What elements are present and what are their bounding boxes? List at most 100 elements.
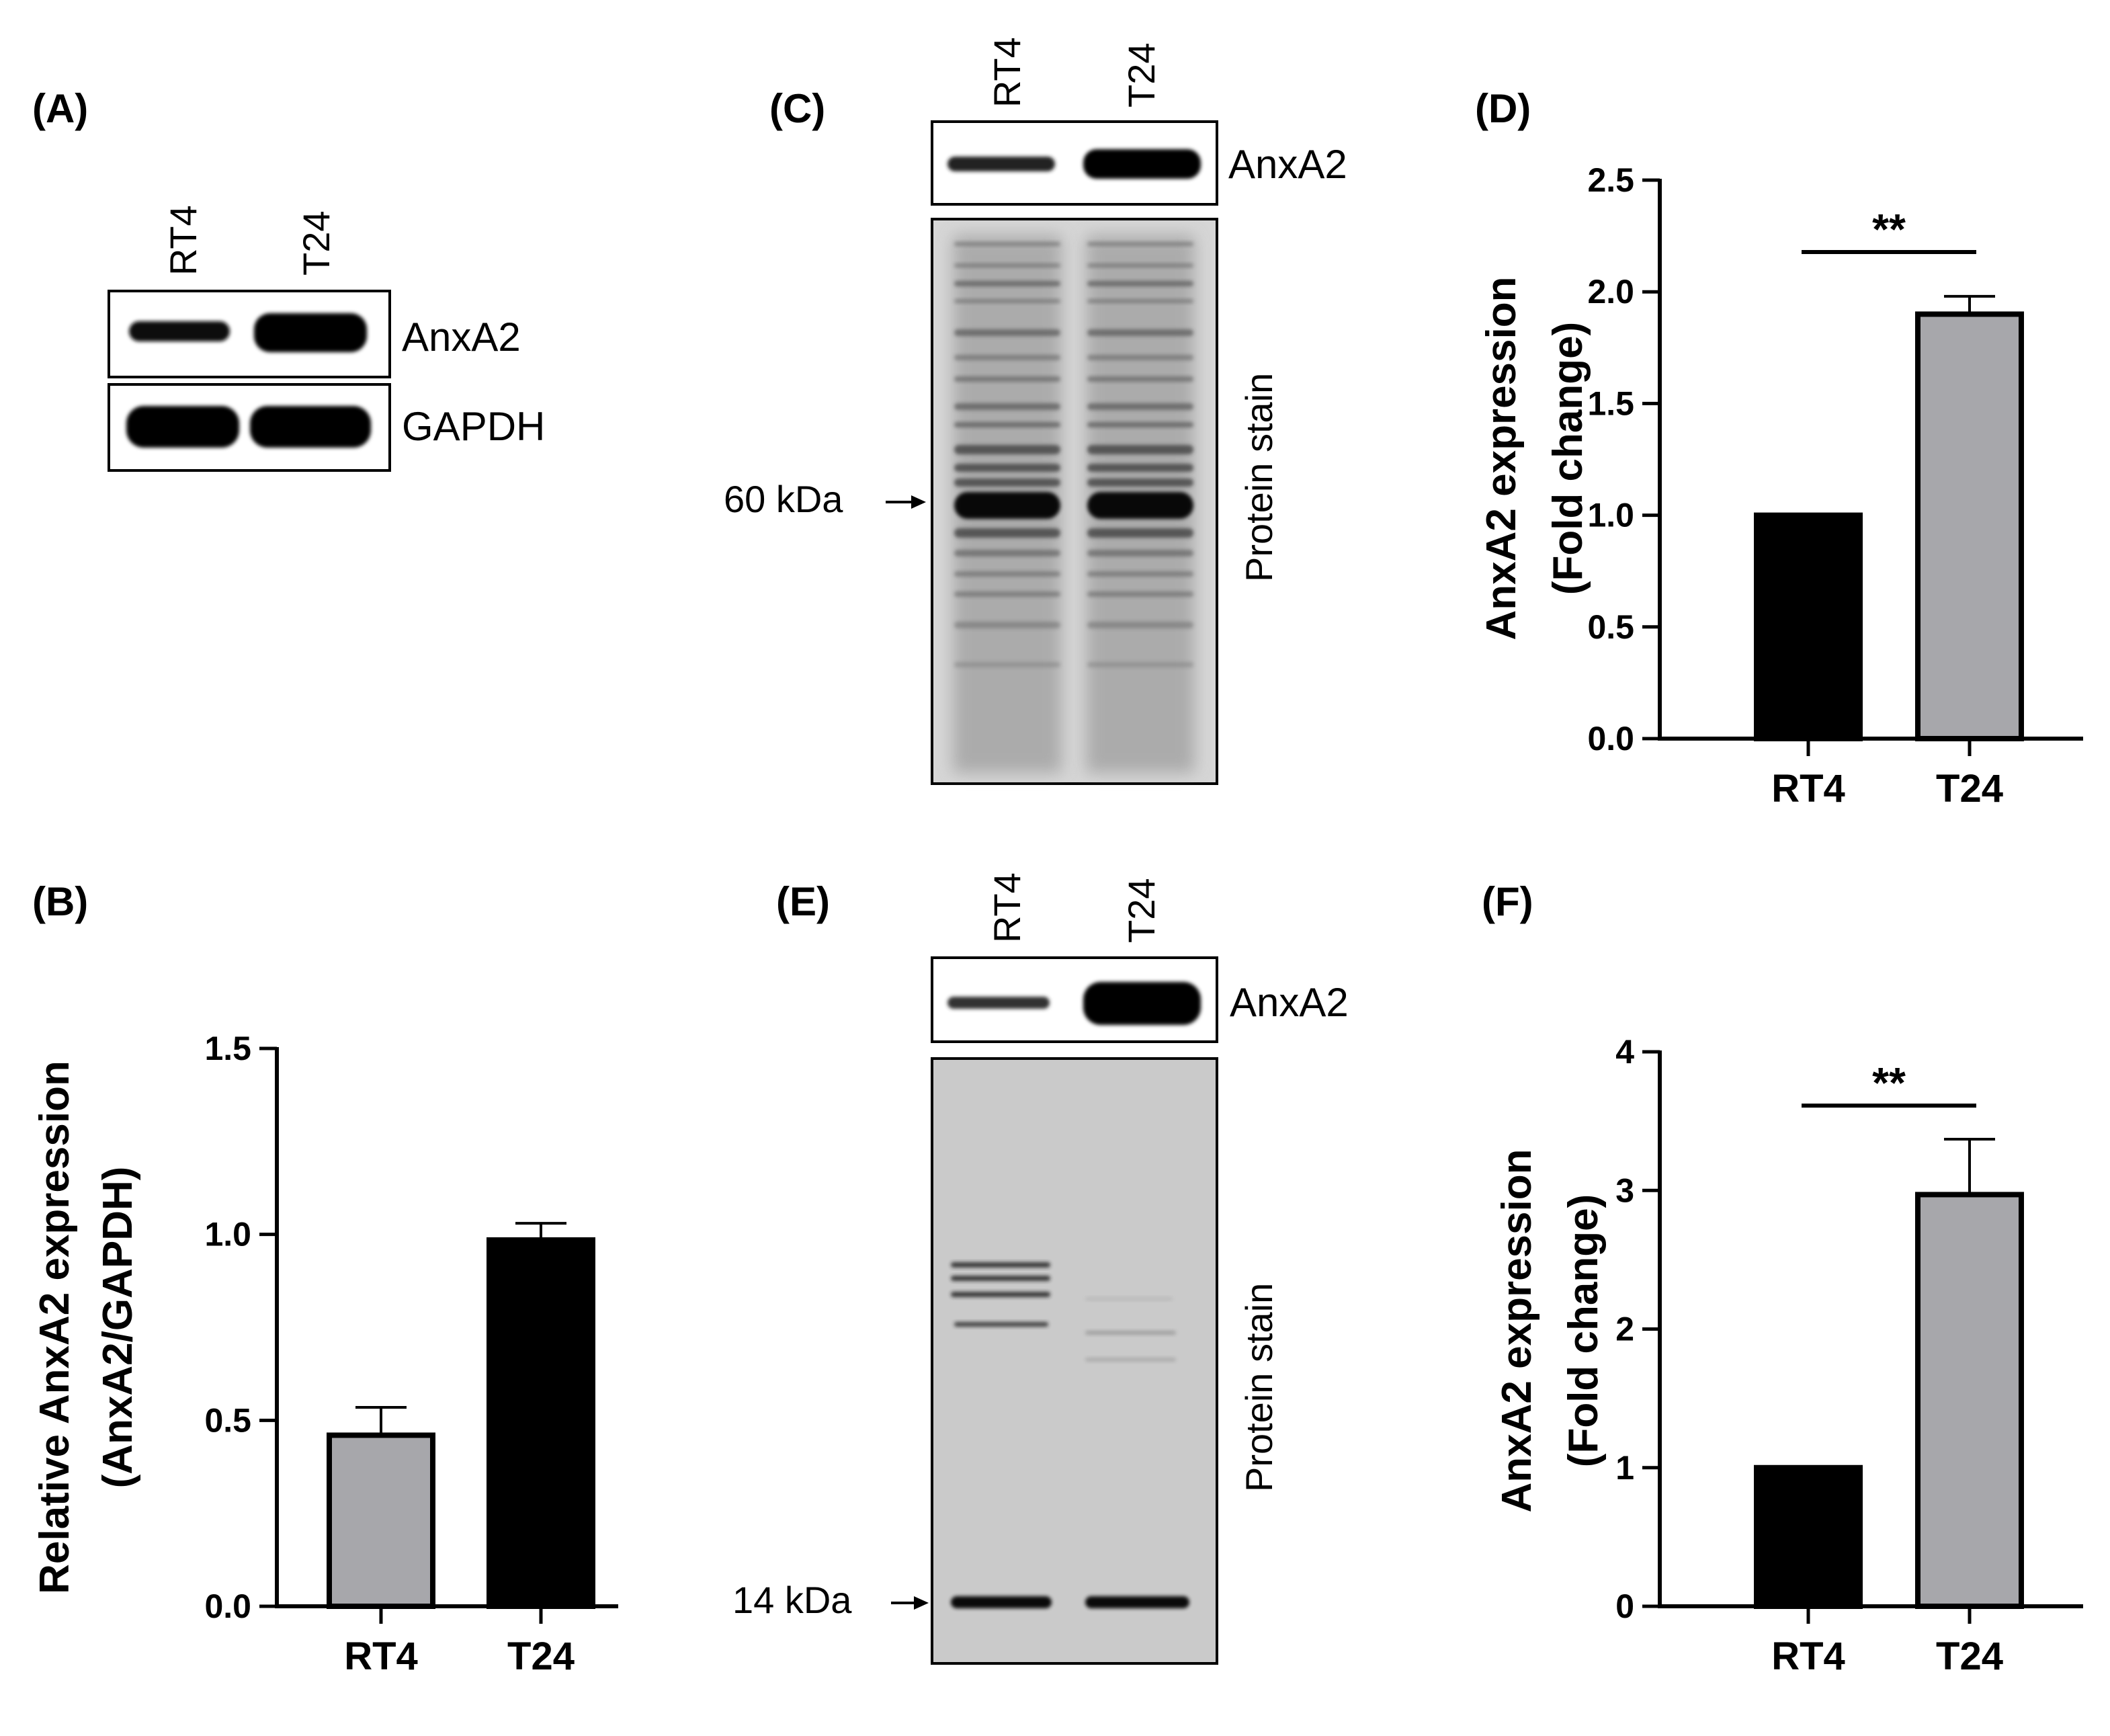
y-tick-label: 2 [1615, 1311, 1634, 1348]
stain-band [954, 1322, 1048, 1327]
stain-band [954, 263, 1060, 267]
stain-band [951, 1262, 1050, 1268]
bar-rt4 [1754, 512, 1863, 741]
panel-letter-c: (C) [769, 86, 825, 131]
anxa2-band-t24 [1083, 149, 1201, 179]
stain-band [951, 1596, 1052, 1608]
bar-rt4 [1754, 1464, 1863, 1609]
stain-band [951, 1292, 1050, 1297]
y-tick-label: 2.0 [1587, 273, 1634, 311]
panel-c-blot-and-stain: RT4 T24 AnxA2 Protein stain 60 kDa [724, 37, 1347, 785]
stain-band [1087, 571, 1193, 577]
stain-bands [954, 242, 1193, 667]
stain-band [954, 571, 1060, 577]
marker-label-14kda: 14 kDa [732, 1579, 852, 1621]
marker-label-60kda: 60 kDa [724, 478, 843, 520]
marker-arrow [886, 495, 926, 509]
anxa2-band-t24 [254, 313, 367, 352]
blot-label-gapdh: GAPDH [402, 404, 545, 449]
lane-label-t24: T24 [295, 211, 337, 276]
chart-b-relative-expression: 0.0 0.5 1.0 1.5 RT4 T24 Relative AnxA2 express… [32, 1030, 618, 1678]
significance-label: ** [1872, 1059, 1906, 1107]
panel-letter-e: (E) [776, 879, 830, 924]
stain-band [954, 329, 1060, 336]
stain-band [1087, 550, 1193, 556]
stain-band [1087, 528, 1193, 538]
panel-letter-a: (A) [32, 86, 88, 131]
x-tick-label: T24 [507, 1635, 575, 1678]
lane-label-t24: T24 [1120, 43, 1163, 108]
stain-band [1087, 281, 1193, 286]
stain-band [1087, 591, 1193, 597]
y-axis-title: AnxA2 expression [1494, 1149, 1540, 1513]
panel-letter-b: (B) [32, 879, 88, 924]
stain-band [1087, 263, 1193, 267]
stain-band [1087, 355, 1193, 360]
stain-band [1087, 622, 1193, 628]
y-axis-title: Relative AnxA2 expression [32, 1061, 78, 1594]
y-tick-label: 2.5 [1587, 161, 1634, 199]
protein-stain-label: Protein stain [1238, 1283, 1280, 1492]
blot-label-anxa2: AnxA2 [1230, 980, 1349, 1025]
stain-band [1087, 242, 1193, 246]
y-tick-label: 0.5 [204, 1401, 251, 1439]
stain-band [954, 662, 1060, 667]
lane-label-rt4: RT4 [986, 872, 1028, 943]
y-tick-label: 0.0 [204, 1587, 251, 1625]
bar-rt4 [327, 1432, 435, 1609]
stain-band [1087, 299, 1193, 303]
marker-arrow [891, 1596, 929, 1610]
stain-band [954, 479, 1060, 487]
stain-band [951, 1276, 1050, 1281]
lane-label-rt4: RT4 [162, 205, 204, 276]
stain-band [954, 422, 1060, 427]
stain-band [1085, 1358, 1176, 1362]
panel-a-western-blot: RT4 T24 AnxA2 GAPDH [108, 205, 545, 472]
anxa2-band-rt4 [947, 157, 1055, 171]
stain-band [954, 492, 1060, 519]
stain-band [954, 281, 1060, 286]
panel-letter-d: (D) [1475, 86, 1531, 131]
gapdh-band-t24 [250, 406, 371, 448]
y-tick-label: 4 [1615, 1033, 1634, 1071]
x-tick-label: T24 [1936, 767, 2003, 811]
stain-bands [951, 1262, 1189, 1608]
y-tick-label: 0.5 [1587, 608, 1634, 646]
chart-f-fold-change: 0 1 2 3 4 RT4 T24 AnxA2 expression (Fold change)… [1494, 1033, 2083, 1678]
stain-band [1087, 376, 1193, 382]
stain-band [954, 355, 1060, 360]
panel-e-blot-and-stain: RT4 T24 AnxA2 Protein stain 14 kDa [732, 872, 1349, 1665]
y-axis-title: (Fold change) [1560, 1194, 1607, 1467]
gapdh-band-rt4 [126, 406, 239, 448]
stain-band [954, 622, 1060, 628]
stain-band [1087, 445, 1193, 454]
stain-band [1087, 464, 1193, 472]
anxa2-band-t24 [1083, 982, 1201, 1025]
y-tick-label: 1.0 [1587, 497, 1634, 534]
y-axis-title: (AnxA2/GAPDH) [95, 1167, 141, 1489]
x-tick-label: RT4 [1771, 1635, 1845, 1678]
y-tick-label: 1 [1615, 1449, 1634, 1487]
stain-band [954, 403, 1060, 410]
stain-band [954, 445, 1060, 454]
significance-label: ** [1872, 205, 1906, 253]
x-tick-label: RT4 [344, 1635, 418, 1678]
stain-band [954, 242, 1060, 246]
y-tick-label: 0 [1615, 1587, 1634, 1625]
lane-label-t24: T24 [1120, 878, 1163, 944]
stain-band [1085, 1331, 1176, 1335]
stain-band [1087, 422, 1193, 427]
lane-label-rt4: RT4 [986, 37, 1028, 108]
y-axis-title: (Fold change) [1545, 322, 1591, 595]
y-tick-label: 1.0 [204, 1216, 251, 1253]
bar-t24 [1915, 1192, 2024, 1609]
blot-label-anxa2: AnxA2 [402, 315, 521, 360]
stain-band [954, 376, 1060, 382]
stain-band [954, 299, 1060, 303]
x-tick-label: RT4 [1771, 767, 1845, 811]
y-tick-label: 3 [1615, 1171, 1634, 1209]
anxa2-band-rt4 [947, 997, 1050, 1009]
bar-t24 [487, 1237, 595, 1609]
stain-band [954, 550, 1060, 556]
stain-band [1087, 479, 1193, 487]
